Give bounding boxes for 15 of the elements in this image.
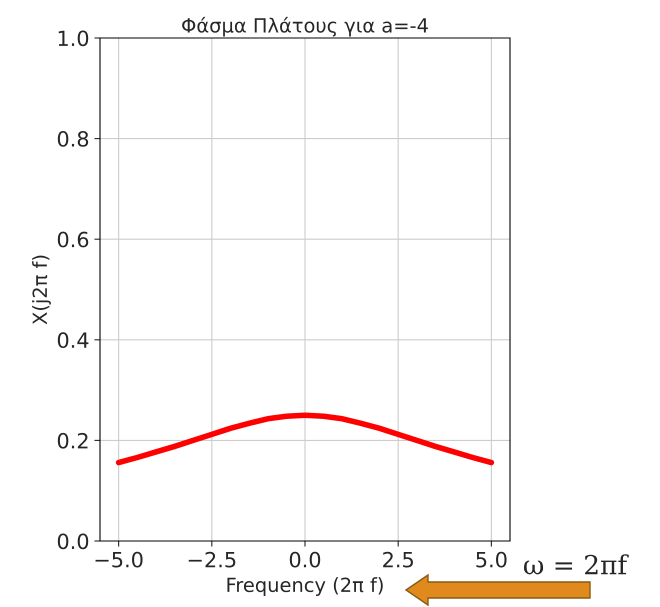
x-tick-label: −5.0 (96, 552, 143, 568)
y-axis-title: X(j2π f) (32, 256, 51, 324)
y-tick-label: 0.0 (58, 533, 88, 550)
y-tick-label: 0.8 (58, 131, 88, 147)
x-tick-label: −2.5 (188, 552, 236, 568)
text: ω = 2πf (524, 554, 629, 574)
x-axis-title: Frequency (2π f) (227, 577, 383, 596)
chart-title: Φάσμα Πλάτους για a=-4 (182, 16, 428, 37)
y-tick-label: 0.4 (58, 332, 88, 348)
y-tick-label: 1.0 (58, 30, 88, 46)
y-tick-label: 0.6 (58, 232, 88, 248)
x-tick-label: 0.0 (290, 552, 320, 568)
x-tick-label: 2.5 (383, 552, 413, 568)
x-tick-label: 5.0 (476, 552, 507, 568)
y-tick-label: 0.2 (58, 432, 88, 449)
